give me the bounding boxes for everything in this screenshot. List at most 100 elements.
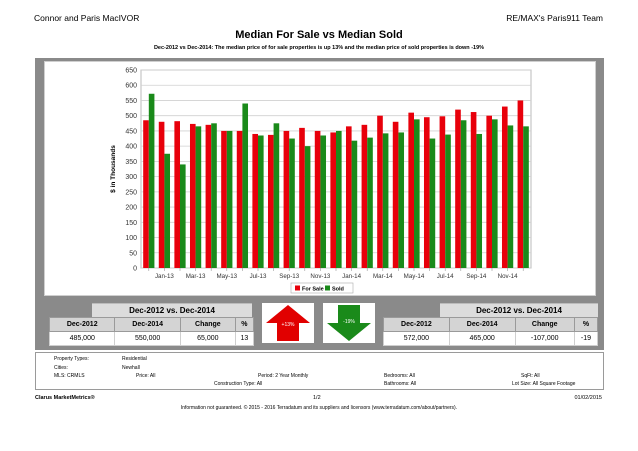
up-arrow-box: +13%	[262, 303, 314, 343]
cities-value: Newhall	[122, 365, 140, 371]
bar-for-sale	[299, 127, 305, 268]
bar-sold	[258, 135, 264, 268]
bar-sold	[492, 119, 498, 268]
bar-for-sale	[486, 115, 492, 268]
mls-criteria: MLS: CRMLS	[54, 373, 85, 379]
x-tick-label: Nov-13	[310, 273, 331, 280]
y-tick-label: 600	[125, 83, 137, 90]
x-tick-label: Jan-13	[155, 273, 174, 280]
summary-left-table: Dec-2012 Dec-2014 Change % 485,000 550,0…	[48, 317, 255, 346]
bar-for-sale	[377, 115, 383, 268]
bar-sold	[460, 120, 467, 268]
bar-for-sale	[345, 126, 352, 268]
bathrooms-criteria: Bathrooms: All	[384, 381, 417, 387]
bar-sold	[507, 125, 514, 268]
property-types-value: Residential	[122, 356, 147, 362]
table-row: 485,000 550,000 65,000 13	[48, 331, 255, 346]
footer-date: 01/02/2015	[574, 395, 602, 401]
period-criteria: Period: 2 Year Monthly	[258, 373, 309, 379]
down-arrow-box: -19%	[323, 303, 375, 343]
column-header: Change	[179, 317, 236, 332]
chart-area: 0 50 100 150 200 250 300 350 400 450 500 550 600 650 $…	[44, 61, 596, 296]
bar-sold	[211, 123, 217, 268]
bar-for-sale	[252, 133, 258, 268]
x-tick-label: Mar-13	[186, 273, 206, 280]
table-cell: 65,000	[179, 331, 236, 346]
down-arrow-label: -19%	[343, 319, 355, 325]
bedrooms-criteria: Bedrooms: All	[384, 373, 415, 379]
bar-for-sale	[143, 120, 149, 268]
bar-sold	[414, 119, 420, 268]
legend-box	[290, 282, 354, 294]
cities-label: Cities:	[54, 365, 68, 371]
x-tick-label: Nov-14	[498, 273, 519, 280]
summary-left-title: Dec-2012 vs. Dec-2014	[129, 306, 215, 315]
legend-swatch	[295, 285, 300, 291]
y-axis-label: $ in Thousands	[110, 145, 117, 193]
y-tick-label: 150	[125, 220, 137, 227]
price-criteria: Price: All	[136, 373, 156, 379]
bar-sold	[351, 140, 358, 268]
bar-sold	[429, 138, 436, 268]
construction-criteria: Construction Type: All	[214, 381, 263, 387]
bar-sold	[195, 126, 202, 268]
summary-left-band: Dec-2012 vs. Dec-2014	[92, 303, 252, 317]
column-header: %	[573, 317, 599, 332]
x-tick-label: Sep-13	[279, 273, 300, 280]
table-header-row: Dec-2012 Dec-2014 Change %	[383, 317, 599, 332]
y-tick-label: 350	[125, 159, 137, 166]
bar-for-sale	[314, 130, 321, 268]
bar-for-sale	[470, 112, 477, 268]
table-cell: -19	[573, 331, 599, 346]
brokerage-name: RE/MAX's Paris911 Team	[506, 13, 603, 23]
bar-for-sale	[189, 123, 196, 268]
bar-for-sale	[267, 134, 274, 268]
bar-sold	[523, 126, 529, 268]
bar-for-sale	[439, 116, 446, 268]
legend-swatch	[325, 285, 330, 291]
search-criteria: Property Types: Residential Cities: Newh…	[35, 352, 604, 390]
property-types-label: Property Types:	[54, 356, 89, 362]
bar-sold	[367, 137, 373, 268]
bar-sold	[382, 133, 389, 268]
bar-for-sale	[236, 130, 243, 268]
summary-right-table: Dec-2012 Dec-2014 Change % 572,000 465,0…	[383, 317, 599, 346]
table-row: 572,000 465,000 -107,000 -19	[383, 331, 599, 346]
y-tick-label: 250	[125, 189, 137, 196]
bar-sold	[476, 133, 483, 268]
chart-title: Median For Sale vs Median Sold	[235, 29, 403, 41]
summary-right-band: Dec-2012 vs. Dec-2014	[440, 303, 598, 317]
column-header: Dec-2012	[383, 317, 450, 332]
table-cell: 13	[234, 331, 255, 346]
y-tick-label: 300	[125, 174, 137, 181]
y-tick-label: 200	[125, 205, 137, 212]
bar-for-sale	[174, 121, 180, 268]
bar-sold	[164, 153, 171, 268]
up-arrow-icon: +13%	[266, 305, 310, 341]
footer-page: 1/2	[313, 395, 321, 401]
x-tick-label: May-13	[216, 273, 237, 280]
column-header: %	[234, 317, 255, 332]
column-header: Dec-2012	[48, 317, 116, 332]
bar-for-sale	[361, 124, 368, 268]
bar-for-sale	[423, 117, 430, 268]
bar-sold	[445, 134, 451, 268]
y-tick-label: 450	[125, 128, 137, 135]
bar-chart: 0 50 100 150 200 250 300 350 400 450 500 550 600 650 $…	[110, 68, 532, 294]
chart-subtitle: Dec-2012 vs Dec-2014: The median price o…	[153, 45, 485, 51]
table-cell: 485,000	[48, 331, 116, 346]
x-tick-label: Mar-14	[373, 273, 393, 280]
x-tick-label: Jul-14	[437, 273, 454, 280]
bar-for-sale	[408, 112, 414, 268]
x-tick-label: Sep-14	[466, 273, 487, 280]
bar-for-sale	[501, 106, 508, 268]
table-cell: 550,000	[114, 331, 181, 346]
bar-sold	[336, 130, 342, 268]
bar-sold	[180, 164, 186, 268]
lotsize-criteria: Lot Size: All Square Footage	[512, 381, 576, 387]
x-tick-label: Jul-13	[250, 273, 267, 280]
x-tick-label: May-14	[404, 273, 425, 280]
table-cell: -107,000	[514, 331, 575, 346]
bar-sold	[226, 130, 233, 268]
summary-right-title: Dec-2012 vs. Dec-2014	[476, 306, 562, 315]
